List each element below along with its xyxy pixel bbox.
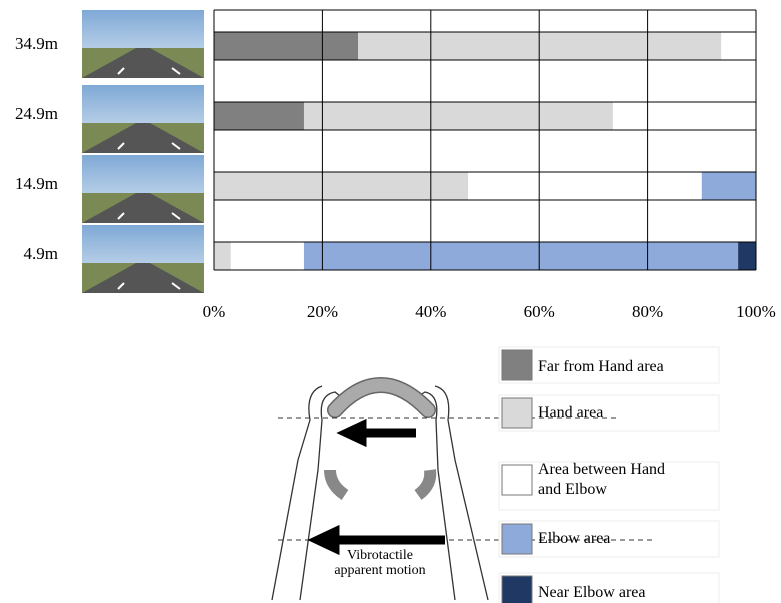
x-tick-label: 100% <box>736 302 776 321</box>
bar-segment <box>214 172 468 200</box>
page: 34.9m 24.9m 14.9m 4.9m 0% 20% 40% 60% 80% 100% Vi… <box>0 0 781 603</box>
bar-segment <box>721 32 756 60</box>
bar-segment <box>358 32 721 60</box>
bar-segment <box>304 102 613 130</box>
x-tick-label: 20% <box>307 302 338 321</box>
chart: 34.9m 24.9m 14.9m 4.9m 0% 20% 40% 60% 80% 100% <box>0 0 781 603</box>
legend-label: Elbow area <box>538 529 678 549</box>
bar-segment <box>214 32 358 60</box>
x-tick-label: 40% <box>415 302 446 321</box>
legend-swatch <box>502 524 532 554</box>
bar-segment <box>231 242 304 270</box>
x-tick-label: 0% <box>203 302 226 321</box>
bar-segment <box>738 242 756 270</box>
legend-label: Hand area <box>538 403 678 423</box>
x-tick-label: 60% <box>524 302 555 321</box>
legend-label: Near Elbow area <box>538 583 678 603</box>
legend-label: Area between Hand and Elbow <box>538 460 678 500</box>
legend-swatch <box>502 350 532 380</box>
legend-swatch <box>502 576 532 603</box>
bar-segment <box>468 172 702 200</box>
x-tick-label: 80% <box>632 302 663 321</box>
bar-segment <box>214 102 304 130</box>
y-tick-label: 14.9m <box>15 174 58 193</box>
legend-label: Far from Hand area <box>538 357 678 377</box>
annotation: Vibrotactile apparent motion <box>325 548 435 578</box>
y-tick-label: 34.9m <box>15 34 58 53</box>
road-thumbnails <box>82 10 204 293</box>
bar-segment <box>613 102 756 130</box>
bar-segment <box>214 242 231 270</box>
y-tick-label: 4.9m <box>24 244 58 263</box>
legend-swatch <box>502 398 532 428</box>
y-tick-label: 24.9m <box>15 104 58 123</box>
legend-swatch <box>502 465 532 495</box>
bar-segment <box>702 172 756 200</box>
bar-segment <box>304 242 738 270</box>
